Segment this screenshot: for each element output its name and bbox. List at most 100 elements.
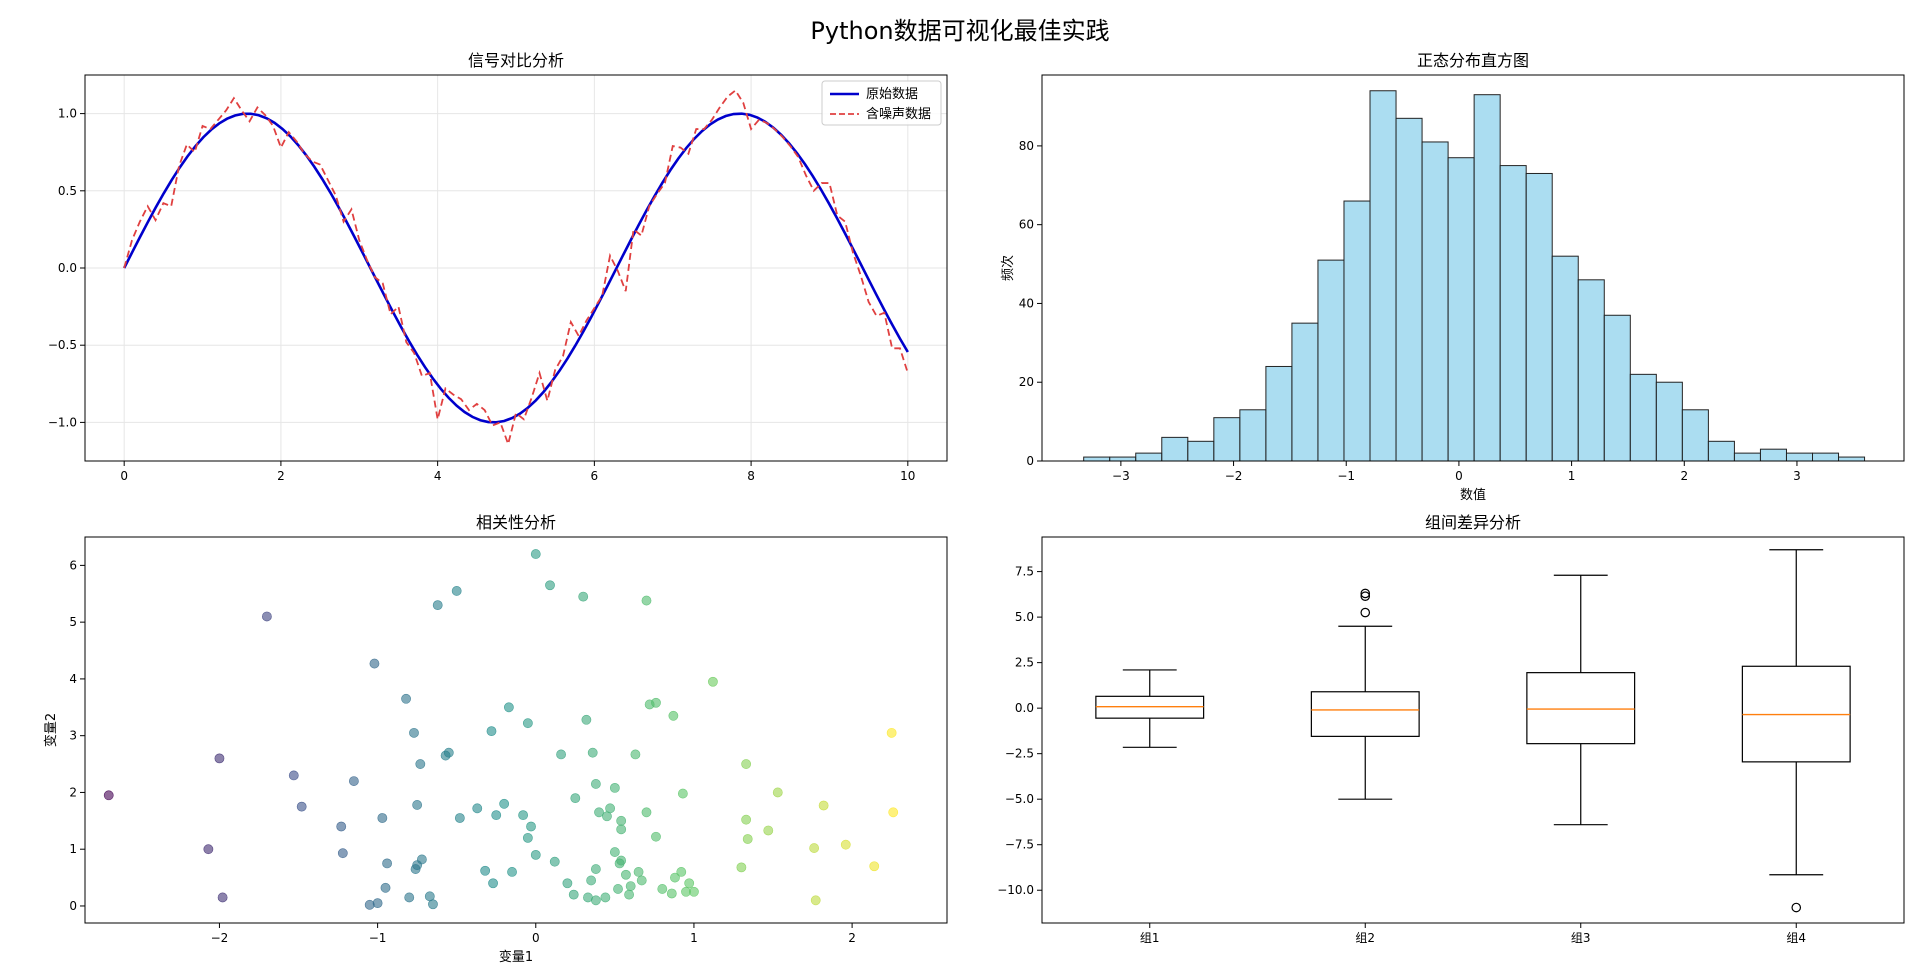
hist-x-tick-label: −3 — [1112, 469, 1130, 483]
scatter-point — [412, 800, 423, 810]
scatter-point — [377, 813, 388, 823]
scatter-point — [545, 580, 555, 591]
histogram-panel: 正态分布直方图 −3 −2 −1 0 1 2 3 0 20 40 60 80 数值 频次 — [1000, 51, 1905, 503]
histogram-bar — [1551, 255, 1579, 462]
box-title: 组间差异分析 — [1425, 513, 1521, 532]
scatter-point — [486, 726, 497, 737]
scatter-point — [594, 807, 604, 818]
box-outlier — [1360, 591, 1371, 601]
scatter-point — [809, 843, 820, 853]
hist-y-tick-label: 0 — [1026, 454, 1034, 468]
scatter-point — [336, 821, 347, 832]
box-axes-frame — [1041, 536, 1905, 924]
scatter-point — [503, 702, 514, 713]
line-x-tick-label: 10 — [900, 469, 915, 483]
scatter-y-tick-label: 3 — [69, 729, 77, 743]
histogram-bar — [1812, 452, 1840, 462]
scatter-point — [670, 872, 680, 883]
scatter-point — [562, 878, 573, 889]
line-x-tick-label: 0 — [120, 469, 128, 483]
scatter-point — [641, 807, 652, 818]
scatter-y-tick-label: 4 — [69, 672, 77, 686]
hist-x-axis-label: 数值 — [1460, 487, 1486, 503]
legend-label: 含噪声数据 — [866, 106, 931, 122]
box-outlier — [1360, 588, 1371, 599]
scatter-axes-frame — [84, 536, 948, 924]
histogram-bar — [1083, 456, 1111, 462]
scatter-chart-panel: 相关性分析 −2 −1 0 1 2 0 1 2 3 4 5 6 变量1 变量2 — [43, 513, 948, 965]
scatter-point — [741, 759, 752, 769]
box-iqr — [1526, 672, 1636, 745]
hist-y-axis-label: 频次 — [1000, 255, 1016, 281]
scatter-y-tick-label: 5 — [69, 615, 77, 629]
scatter-point — [416, 854, 427, 865]
histogram-bar — [1499, 165, 1527, 462]
scatter-y-axis-label: 变量2 — [43, 713, 59, 747]
box-x-tick-label: 组2 — [1355, 931, 1375, 945]
scatter-point — [586, 875, 597, 886]
scatter-point — [684, 878, 695, 889]
scatter-point — [633, 867, 644, 877]
scatter-point — [741, 814, 752, 825]
scatter-y-tick-label: 0 — [69, 899, 77, 913]
scatter-point — [668, 710, 679, 721]
box-y-tick-label: 7.5 — [1015, 565, 1034, 579]
hist-x-tick-label: −2 — [1225, 469, 1243, 483]
scatter-x-tick-label: 1 — [690, 931, 698, 945]
scatter-point — [616, 855, 627, 866]
hist-y-tick-label: 20 — [1019, 375, 1034, 389]
scatter-point — [609, 783, 620, 793]
scatter-x-tick-label: −2 — [211, 931, 229, 945]
histogram-bar — [1733, 452, 1761, 462]
figure-title: Python数据可视化最佳实践 — [810, 17, 1109, 45]
scatter-x-tick-label: 2 — [848, 931, 856, 945]
hist-y-tick-label: 60 — [1019, 218, 1034, 232]
box-x-tick-label: 组1 — [1140, 931, 1160, 945]
histogram-bar — [1447, 157, 1475, 462]
scatter-point — [605, 803, 616, 814]
scatter-point — [578, 591, 589, 602]
scatter-point — [625, 881, 636, 892]
hist-x-tick-label: 2 — [1680, 469, 1688, 483]
hist-title: 正态分布直方图 — [1417, 51, 1529, 70]
scatter-point — [708, 676, 718, 687]
scatter-point — [666, 888, 677, 899]
scatter-point — [616, 824, 627, 835]
hist-x-tick-label: 0 — [1455, 469, 1463, 483]
histogram-bar — [1785, 452, 1814, 462]
histogram-bar — [1343, 200, 1371, 462]
histogram-bar — [1421, 141, 1449, 462]
scatter-point — [382, 858, 392, 869]
scatter-point — [296, 801, 307, 812]
hist-y-tick-label: 40 — [1019, 296, 1034, 310]
scatter-point — [570, 793, 581, 804]
scatter-point — [472, 803, 483, 814]
scatter-point — [401, 693, 411, 704]
box-y-tick-label: −10.0 — [997, 883, 1034, 897]
histogram-bar — [1291, 322, 1319, 462]
histogram-bar — [1577, 279, 1605, 462]
scatter-point — [432, 600, 443, 611]
box-x-tick-label: 组4 — [1786, 931, 1806, 945]
scatter-point — [507, 867, 517, 877]
scatter-point — [203, 844, 214, 855]
histogram-bar — [1317, 259, 1345, 462]
histogram-bar — [1681, 409, 1709, 462]
scatter-point — [636, 875, 647, 886]
line-y-tick-label: 1.0 — [58, 107, 77, 121]
scatter-y-tick-label: 2 — [69, 785, 77, 799]
line-x-tick-label: 6 — [591, 469, 599, 483]
scatter-point — [348, 776, 359, 786]
scatter-point — [657, 884, 668, 894]
scatter-x-tick-label: 0 — [532, 931, 540, 945]
scatter-point — [415, 759, 426, 769]
line-x-tick-label: 2 — [277, 469, 285, 483]
scatter-x-axis-label: 变量1 — [499, 949, 533, 965]
scatter-title: 相关性分析 — [476, 513, 556, 532]
line-x-tick-label: 4 — [434, 469, 442, 483]
histogram-bar — [1161, 436, 1189, 462]
scatter-point — [443, 747, 454, 758]
scatter-point — [214, 753, 225, 764]
